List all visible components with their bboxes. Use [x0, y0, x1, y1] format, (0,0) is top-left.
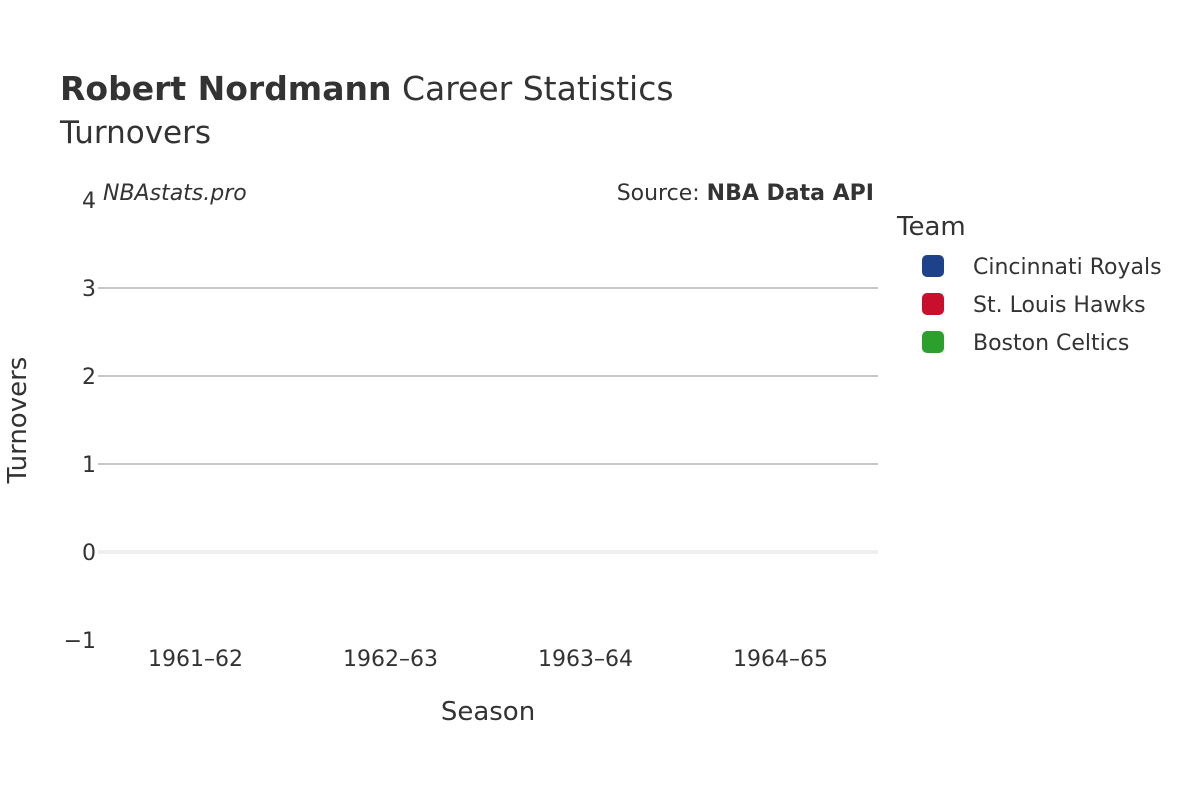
x-tick-labels: 1961–62 1962–63 1963–64 1964–65	[148, 647, 828, 672]
legend-label: Cincinnati Royals	[973, 255, 1162, 280]
x-tick-label: 1962–63	[343, 647, 438, 672]
chart-subtitle: Turnovers	[59, 115, 211, 151]
legend-title: Team	[896, 212, 966, 242]
y-tick-label: 1	[82, 453, 96, 478]
chart-title-rest: Career Statistics	[391, 69, 673, 108]
y-tick-label: 3	[82, 277, 96, 302]
legend-swatch	[922, 293, 944, 315]
legend-swatch	[922, 331, 944, 353]
y-tick-label: 4	[82, 189, 96, 214]
legend-item[interactable]: St. Louis Hawks	[922, 293, 1146, 318]
legend-swatch	[922, 255, 944, 277]
y-tick-label: −1	[64, 629, 96, 654]
chart-title: Robert Nordmann Career Statistics	[60, 69, 674, 108]
x-tick-label: 1964–65	[733, 647, 828, 672]
grid-layer	[98, 287, 878, 554]
y-tick-label: 2	[82, 365, 96, 390]
x-tick-label: 1963–64	[538, 647, 633, 672]
y-axis-title: Turnovers	[3, 357, 33, 485]
x-axis-title: Season	[441, 697, 535, 727]
legend-item[interactable]: Cincinnati Royals	[922, 255, 1162, 280]
legend-item[interactable]: Boston Celtics	[922, 331, 1129, 356]
watermark: NBAstats.pro	[103, 181, 247, 206]
y-tick-labels: −1 0 1 2 3 4	[64, 189, 96, 654]
legend-label: St. Louis Hawks	[973, 293, 1146, 318]
x-tick-label: 1961–62	[148, 647, 243, 672]
source-name: NBA Data API	[707, 181, 874, 206]
source-prefix: Source:	[617, 181, 707, 206]
y-tick-label: 0	[82, 541, 96, 566]
source-credit: Source: NBA Data API	[617, 181, 874, 206]
legend-label: Boston Celtics	[973, 331, 1129, 356]
legend: Cincinnati Royals St. Louis Hawks Boston C…	[922, 255, 1162, 356]
chart-title-player: Robert Nordmann	[60, 69, 391, 108]
